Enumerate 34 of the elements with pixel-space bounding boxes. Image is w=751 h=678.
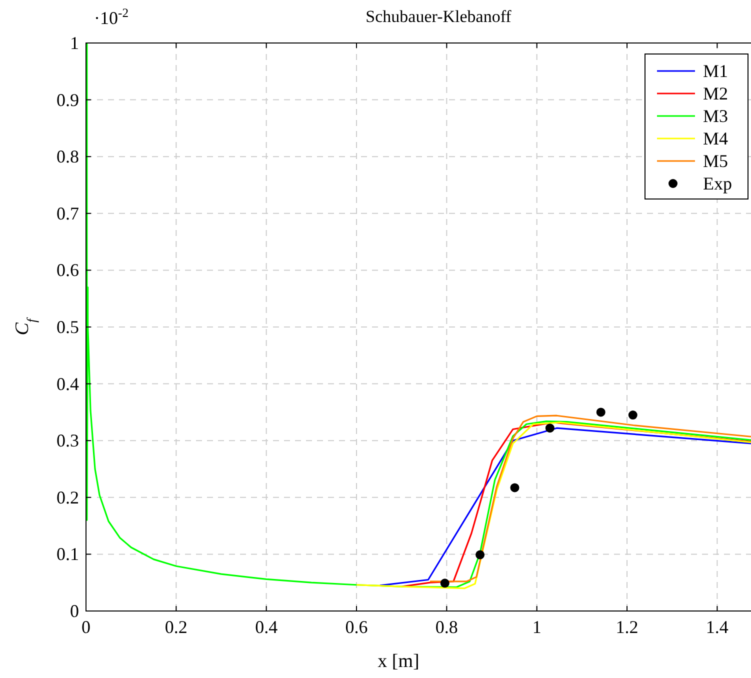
legend-label: M3 bbox=[703, 106, 728, 126]
y-tick-label: 0.7 bbox=[56, 203, 79, 224]
y-tick-label: 0.6 bbox=[56, 260, 79, 280]
x-tick-label: 0.2 bbox=[164, 617, 188, 637]
point bbox=[628, 410, 638, 420]
y-tick-label: 0.9 bbox=[56, 90, 79, 110]
x-tick-label: 1.2 bbox=[616, 617, 638, 637]
y-tick-label: 1 bbox=[70, 33, 79, 53]
text: ·10$^{-2}$ bbox=[94, 6, 128, 28]
x-tick-label: 1.4 bbox=[706, 617, 728, 637]
x-tick-label: 1 bbox=[532, 617, 542, 637]
y-tick-label: 0.5 bbox=[56, 317, 79, 337]
legend-label: M1 bbox=[703, 61, 728, 81]
x-tick-label: 0.6 bbox=[345, 617, 368, 637]
legend-label: M5 bbox=[703, 151, 728, 171]
x-axis-title: x [m] bbox=[378, 651, 420, 672]
chart-title: Schubauer-Klebanoff bbox=[366, 7, 512, 26]
y-tick-label: 0 bbox=[70, 601, 79, 621]
point bbox=[545, 424, 554, 433]
y-tick-label: 0.3 bbox=[56, 430, 79, 451]
legend-label: M2 bbox=[703, 84, 728, 104]
y-tick-label: 0.4 bbox=[56, 374, 79, 394]
y-tick-label: 0.2 bbox=[56, 487, 79, 508]
y-tick-label: 0.1 bbox=[56, 544, 79, 564]
line-series bbox=[86, 42, 751, 588]
legend-label: Exp bbox=[703, 174, 732, 194]
y-tick-label: 0.8 bbox=[56, 146, 79, 167]
point bbox=[440, 578, 450, 588]
x-tick-label: 0.4 bbox=[255, 617, 278, 637]
legend-label: M4 bbox=[703, 128, 728, 148]
x-tick-label: 0.8 bbox=[435, 617, 458, 637]
point bbox=[510, 483, 520, 492]
point bbox=[596, 408, 606, 417]
point bbox=[476, 550, 485, 560]
